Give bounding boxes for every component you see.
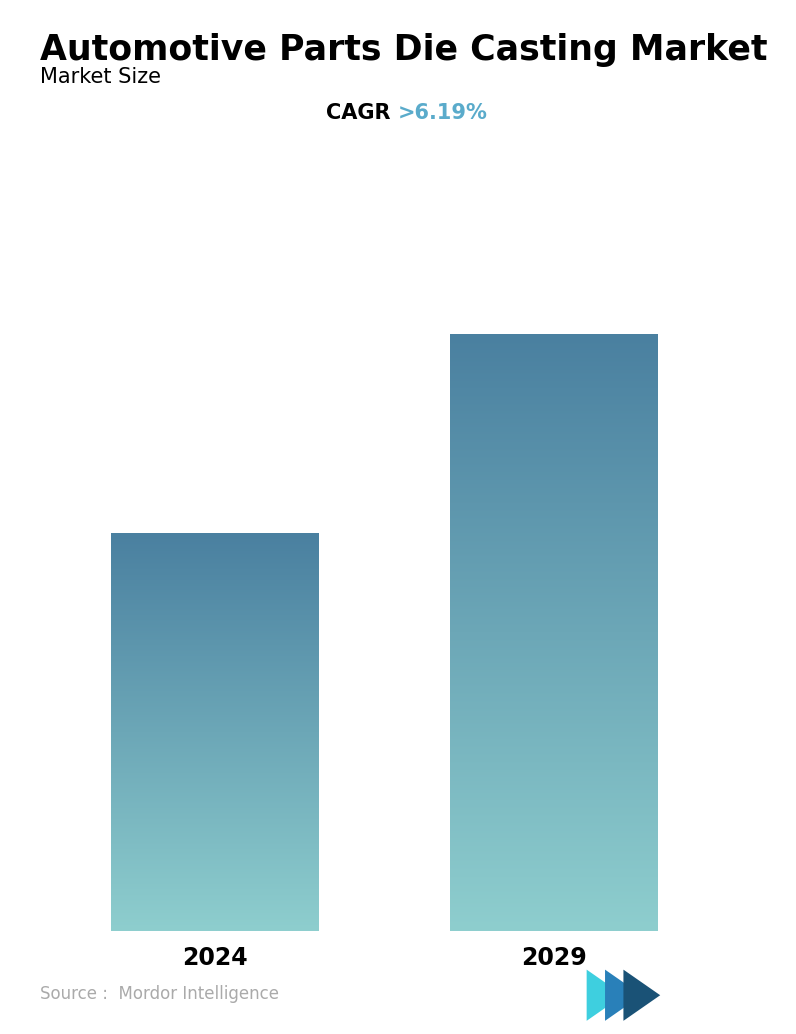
Text: 2029: 2029: [521, 946, 587, 970]
Text: Market Size: Market Size: [40, 67, 161, 87]
Polygon shape: [623, 970, 660, 1021]
Text: >6.19%: >6.19%: [398, 103, 488, 123]
Text: Source :  Mordor Intelligence: Source : Mordor Intelligence: [40, 985, 279, 1003]
Text: 2024: 2024: [182, 946, 248, 970]
Text: Automotive Parts Die Casting Market: Automotive Parts Die Casting Market: [40, 33, 767, 67]
Polygon shape: [605, 970, 642, 1021]
Polygon shape: [587, 970, 623, 1021]
Text: CAGR: CAGR: [326, 103, 398, 123]
